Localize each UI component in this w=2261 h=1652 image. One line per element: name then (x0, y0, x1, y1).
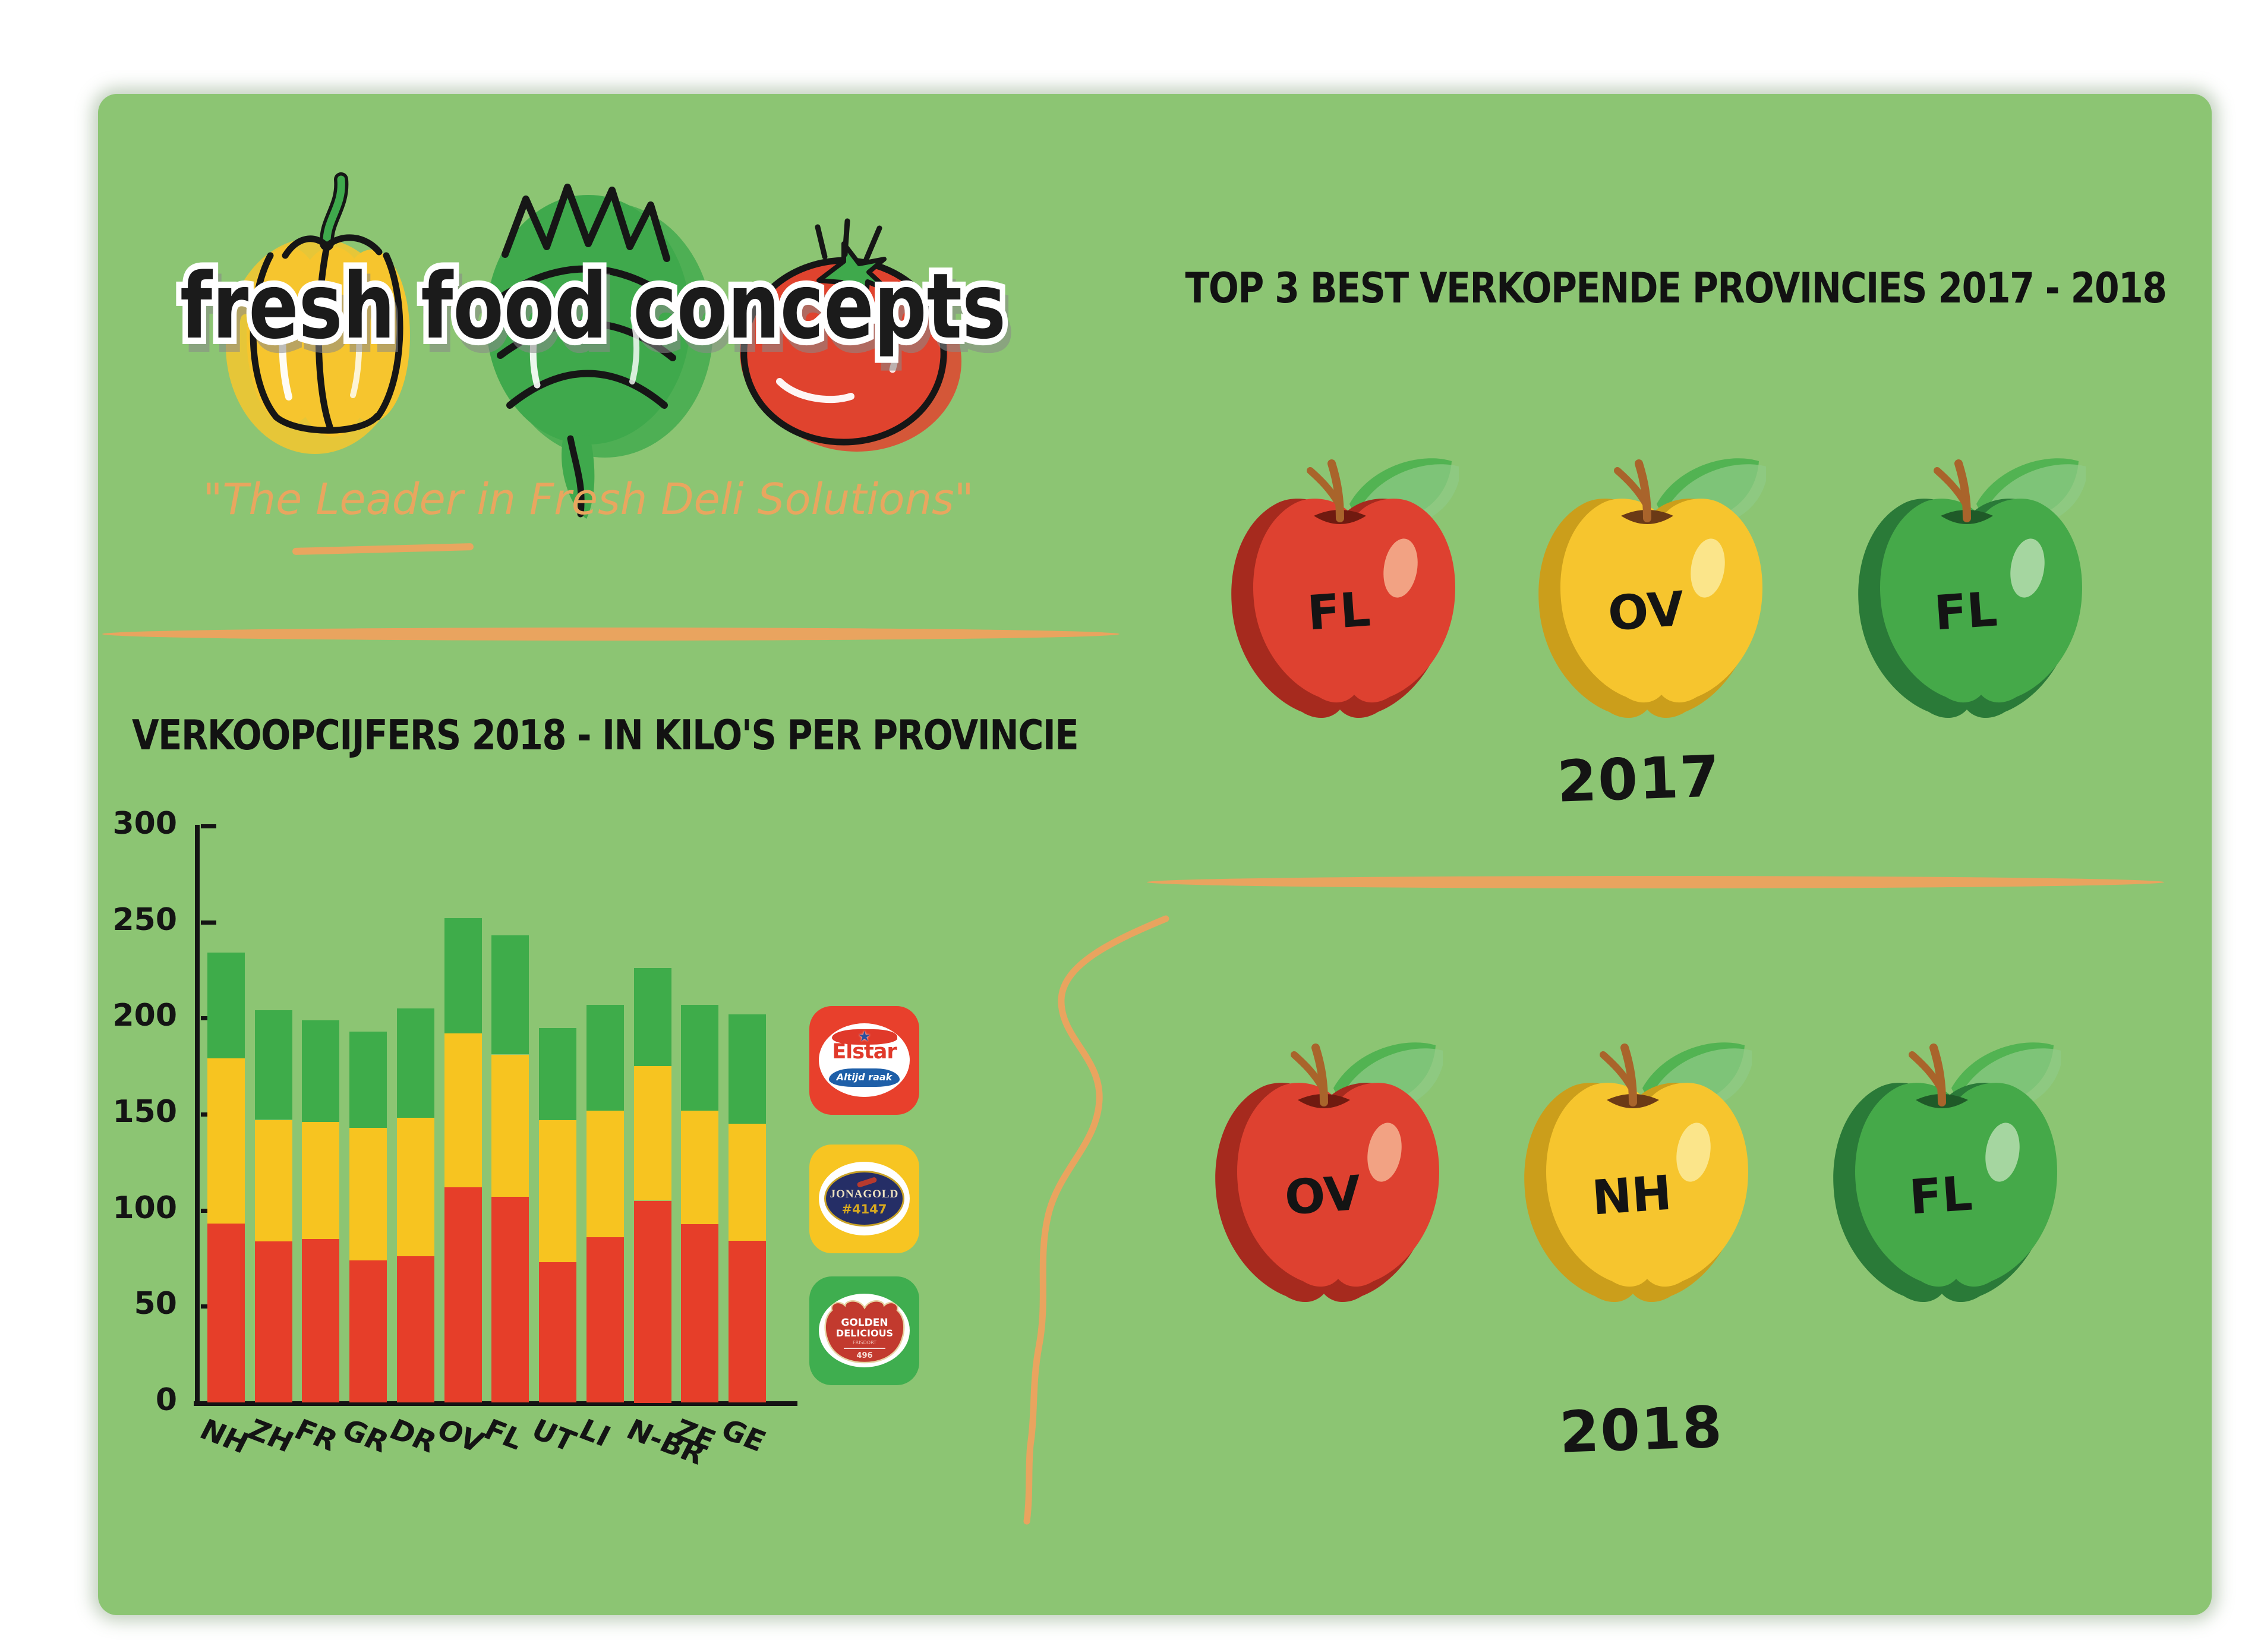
bar-segment-NH-Elstar (207, 1224, 245, 1402)
apple-province-label: NH (1590, 1165, 1673, 1226)
elstar-slogan: Altijd raak (829, 1068, 900, 1087)
y-tick (201, 824, 216, 828)
elstar-brand-text: Elstar (832, 1040, 897, 1064)
bar-segment-DR-Elstar (397, 1256, 434, 1402)
orange-curve-decoration (1023, 915, 1169, 1525)
y-tick (201, 920, 216, 925)
bar-segment-GR-Golden Delicious (349, 1032, 387, 1128)
jonagold-brand-text: JONAGOLD (830, 1188, 899, 1200)
bar-segment-UT-Jonagold (539, 1120, 576, 1262)
y-axis (195, 825, 200, 1406)
y-tick-label: 250 (112, 902, 177, 938)
logo-text-shadow: fresh food concepts (185, 263, 1011, 368)
chart-title: VERKOOPCIJFERS 2018 - IN KILO'S PER PROV… (132, 711, 1079, 759)
legend-badge-golden-delicious: GOLDEN DELICIOUS FRISDORT 496 (809, 1276, 919, 1385)
bar-segment-ZE-Jonagold (681, 1111, 718, 1224)
y-tick-label: 50 (134, 1286, 177, 1322)
bar-segment-GE-Elstar (729, 1241, 766, 1402)
elstar-sticker: ★ Elstar Altijd raak (819, 1023, 910, 1097)
logo-text: fresh food concepts (180, 254, 1006, 359)
bar-segment-ZH-Golden Delicious (255, 1010, 292, 1120)
bar-segment-N-BR-Jonagold (634, 1066, 671, 1200)
bar-segment-GE-Golden Delicious (729, 1014, 766, 1124)
bar-segment-ZE-Elstar (681, 1224, 718, 1402)
apple-province-label: FL (1932, 581, 1999, 641)
bar-segment-UT-Elstar (539, 1262, 576, 1402)
apple-province-label: FL (1305, 581, 1372, 641)
legend-badge-elstar: ★ Elstar Altijd raak (809, 1006, 919, 1115)
bar-segment-ZH-Jonagold (255, 1120, 292, 1241)
bar-segment-FL-Elstar (491, 1197, 529, 1402)
bar-segment-GE-Jonagold (729, 1124, 766, 1241)
jonagold-chili-icon (856, 1176, 878, 1188)
y-tick-label: 150 (112, 1094, 177, 1130)
bar-segment-N-BR-Golden Delicious (634, 968, 671, 1066)
golden-text-line1: GOLDEN (841, 1317, 888, 1329)
yellow-pepper-icon (226, 172, 410, 454)
y-tick-label: 300 (112, 806, 177, 841)
jonagold-oval: JONAGOLD #4147 (824, 1171, 904, 1227)
bar-segment-FL-Golden Delicious (491, 935, 529, 1054)
bar-segment-DR-Jonagold (397, 1118, 434, 1256)
left-divider (102, 628, 1120, 641)
apple-province-label: OV (1606, 581, 1686, 642)
elstar-red-swash (832, 1029, 897, 1045)
golden-text-line2: DELICIOUS (836, 1328, 893, 1339)
bar-segment-OV-Jonagold (444, 1033, 482, 1187)
apple-2017-fl: FL (1848, 447, 2088, 726)
bar-segment-FR-Elstar (302, 1239, 339, 1402)
artichoke-icon (486, 184, 713, 519)
golden-number: 496 (856, 1351, 872, 1360)
y-tick-label: 200 (112, 998, 177, 1033)
bar-segment-GR-Jonagold (349, 1128, 387, 1260)
bar-segment-LI-Jonagold (586, 1111, 624, 1237)
x-axis (194, 1401, 797, 1406)
elstar-star-icon: ★ (858, 1028, 871, 1045)
jonagold-number: #4147 (841, 1202, 887, 1216)
bar-segment-DR-Golden Delicious (397, 1008, 434, 1118)
apple-2018-ov: OV (1205, 1031, 1445, 1310)
bar-segment-UT-Golden Delicious (539, 1028, 576, 1120)
right-divider (1147, 876, 2164, 888)
golden-subtext: FRISDORT (853, 1340, 876, 1345)
year-label-2017: 2017 (1556, 743, 1722, 815)
bar-segment-LI-Golden Delicious (586, 1005, 624, 1111)
legend-badge-jonagold: JONAGOLD #4147 (809, 1145, 919, 1253)
apple-2017-ov: OV (1528, 447, 1768, 726)
bar-segment-FR-Golden Delicious (302, 1020, 339, 1122)
year-label-2018: 2018 (1558, 1394, 1724, 1466)
jonagold-sticker: JONAGOLD #4147 (819, 1162, 910, 1235)
y-tick-label: 0 (155, 1382, 177, 1418)
bar-segment-NH-Golden Delicious (207, 953, 245, 1058)
bar-segment-NH-Jonagold (207, 1058, 245, 1224)
golden-delicious-sticker: GOLDEN DELICIOUS FRISDORT 496 (819, 1294, 910, 1367)
bar-segment-FR-Jonagold (302, 1122, 339, 1239)
bar-segment-GR-Elstar (349, 1260, 387, 1402)
bar-segment-OV-Elstar (444, 1187, 482, 1402)
apple-2018-fl: FL (1823, 1031, 2063, 1310)
tomato-icon (740, 218, 961, 452)
apple-province-label: FL (1907, 1165, 1974, 1225)
bar-segment-FL-Jonagold (491, 1055, 529, 1197)
y-tick-label: 100 (112, 1190, 177, 1226)
apple-province-label: OV (1283, 1165, 1363, 1226)
bar-segment-ZH-Elstar (255, 1241, 292, 1402)
right-panel-title: TOP 3 BEST VERKOPENDE PROVINCIES 2017 - … (1185, 264, 2167, 313)
logo-tagline: "The Leader in Fresh Deli Solutions" (203, 474, 974, 524)
bar-segment-ZE-Golden Delicious (681, 1005, 718, 1111)
bar-segment-OV-Golden Delicious (444, 918, 482, 1033)
apple-2017-fl: FL (1221, 447, 1461, 726)
logo-vegetables: fresh food concepts fresh food concepts (174, 172, 1016, 519)
bar-segment-LI-Elstar (586, 1237, 624, 1402)
bar-segment-N-BR-Elstar (634, 1201, 671, 1403)
apple-2018-nh: NH (1514, 1031, 1754, 1310)
